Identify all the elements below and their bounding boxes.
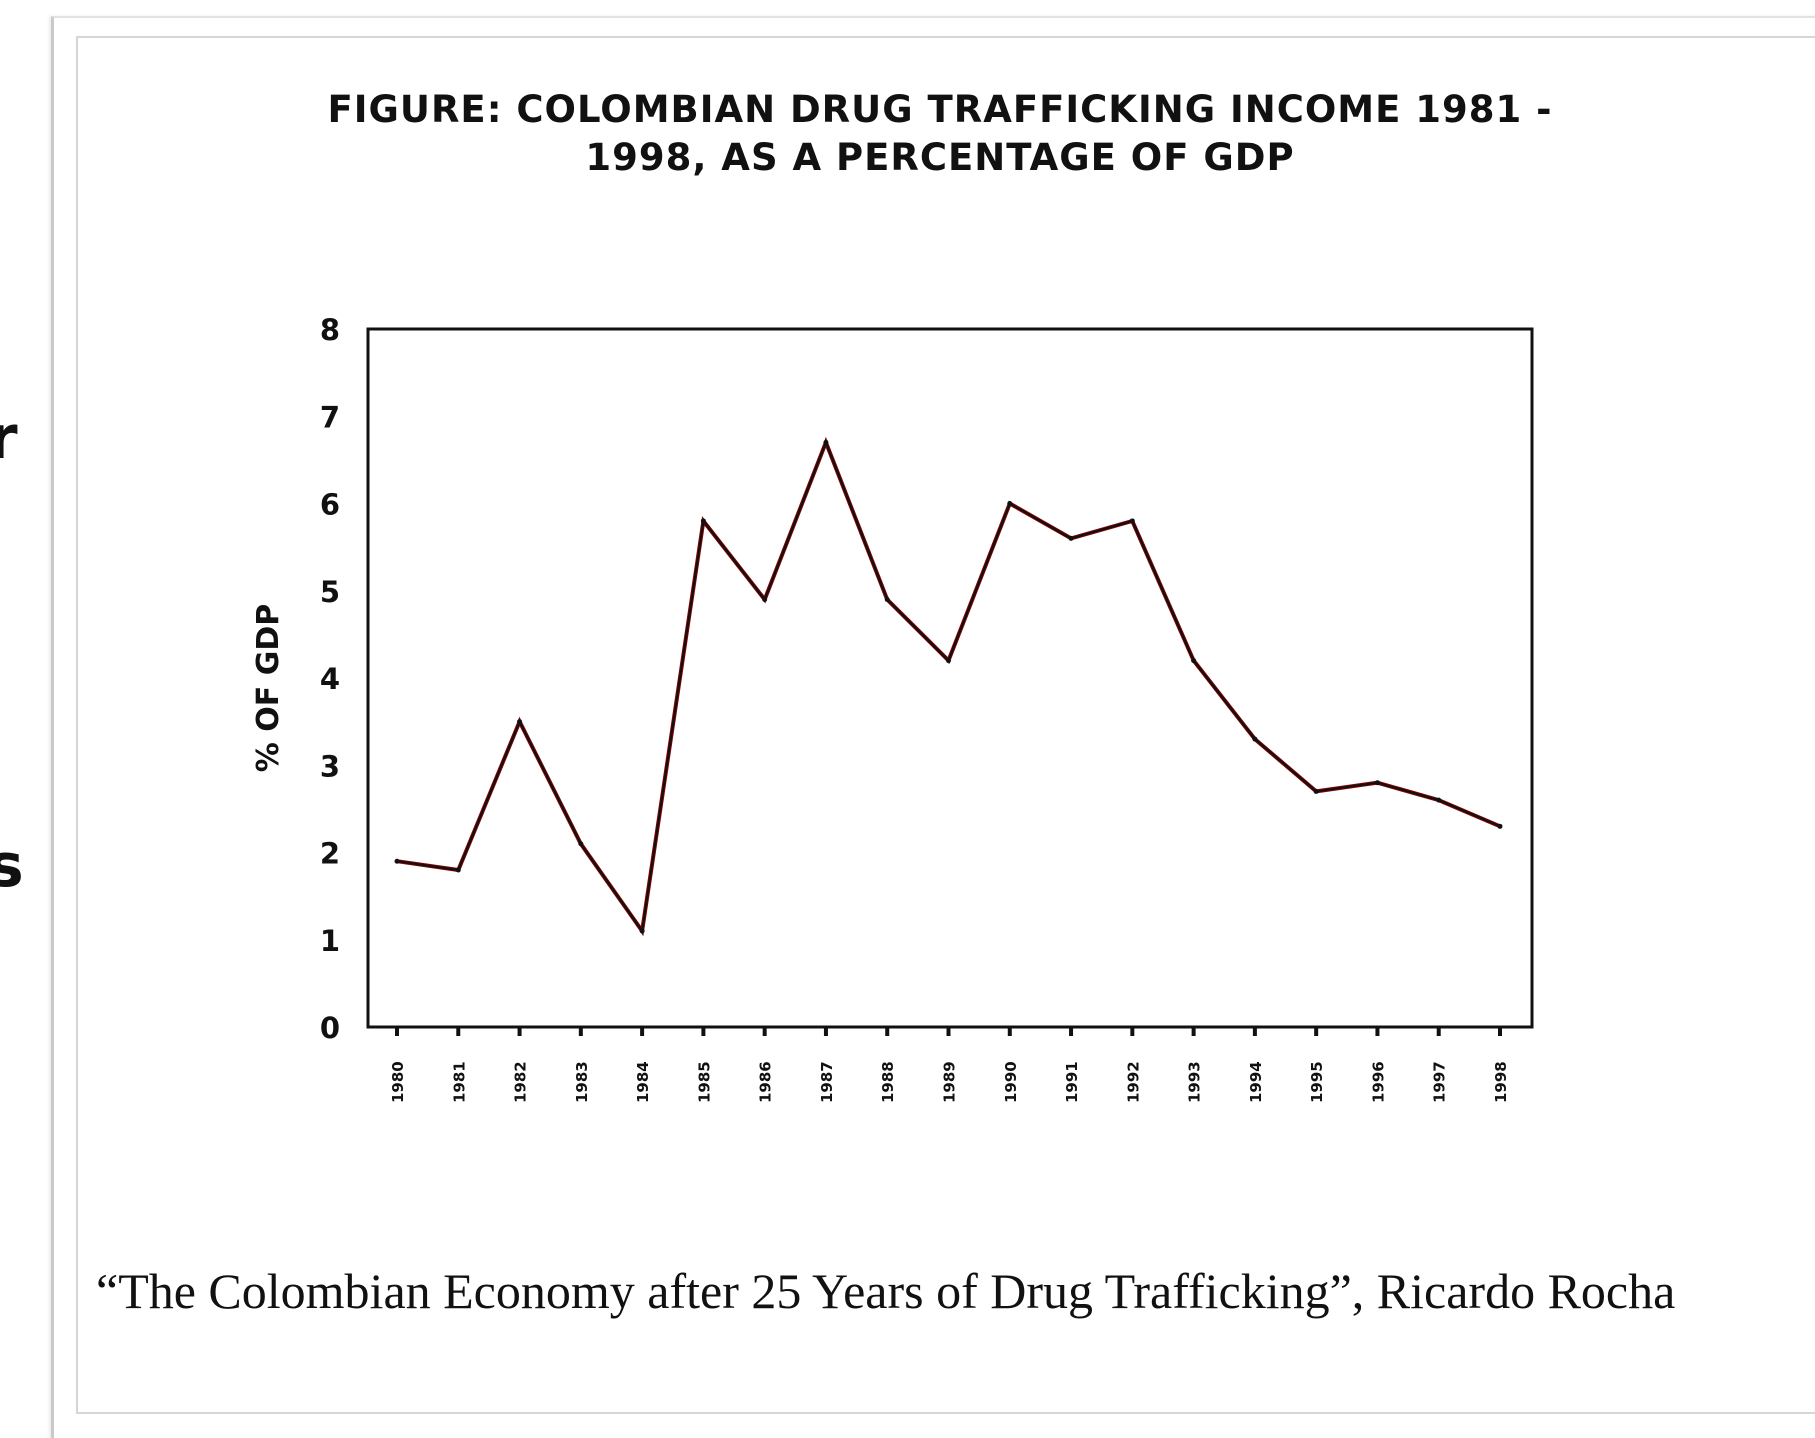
y-tick-label: 7 (320, 400, 340, 434)
x-tick-label: 1988 (879, 1061, 897, 1103)
data-point (946, 658, 951, 664)
y-tick-label: 1 (320, 924, 340, 958)
x-axis: 1980 1981 1982 1983 1984 1985 1986 1987 1988 1989… (389, 1027, 1510, 1103)
x-tick-label: 1998 (1492, 1061, 1510, 1103)
data-point (1007, 501, 1013, 506)
y-tick-label: 3 (320, 749, 340, 783)
x-tick-label: 1991 (1063, 1061, 1081, 1103)
x-tick-label: 1982 (512, 1061, 530, 1103)
x-tick-label: 1997 (1431, 1061, 1449, 1103)
data-point (517, 719, 523, 725)
data-point (823, 439, 829, 445)
y-tick-label: 2 (320, 837, 340, 871)
x-tick-label: 1987 (818, 1061, 836, 1103)
y-axis-label: % OF GDP (251, 604, 286, 772)
data-point (1374, 780, 1380, 786)
data-point (1436, 797, 1442, 803)
data-point (1191, 658, 1197, 664)
data-point (455, 867, 461, 873)
x-tick-label: 1983 (573, 1061, 591, 1103)
chart-title: FIGURE: COLOMBIAN DRUG TRAFFICKING INCOM… (327, 88, 1553, 179)
x-tick-label: 1995 (1308, 1061, 1326, 1103)
x-tick-label: 1996 (1369, 1061, 1387, 1103)
data-point (884, 596, 890, 602)
x-tick-label: 1985 (695, 1061, 713, 1103)
x-tick-label: 1980 (389, 1061, 407, 1103)
y-tick-label: 6 (320, 488, 340, 522)
x-tick-label: 1992 (1124, 1061, 1142, 1103)
x-tick-label: 1986 (757, 1061, 775, 1103)
data-point (762, 596, 768, 602)
source-caption: “The Colombian Economy after 25 Years of… (96, 1263, 1676, 1319)
data-point (1313, 788, 1319, 794)
series-line-shadow (396, 436, 1501, 937)
y-tick-label: 8 (320, 313, 340, 347)
cropped-background-text: s (0, 831, 24, 901)
data-point (1497, 823, 1503, 829)
figure-panel (76, 36, 1815, 1414)
x-tick-label: 1989 (941, 1061, 959, 1103)
x-tick-label: 1993 (1186, 1061, 1204, 1103)
y-tick-label: 4 (320, 662, 340, 696)
data-point (639, 928, 645, 934)
data-point (700, 518, 706, 524)
y-tick-label: 0 (320, 1011, 340, 1045)
data-point (394, 858, 400, 864)
x-tick-label: 1994 (1247, 1061, 1265, 1103)
data-point (578, 841, 584, 847)
series-layer (394, 436, 1503, 937)
y-axis: 0 1 2 3 4 5 6 7 8 (320, 313, 340, 1045)
cropped-background-text: r (0, 403, 18, 473)
data-point (1129, 518, 1135, 524)
y-tick-label: 5 (320, 575, 340, 609)
x-tick-label: 1981 (450, 1061, 468, 1103)
series-line (396, 439, 1501, 934)
data-point (1252, 736, 1258, 742)
x-tick-label: 1990 (1002, 1061, 1020, 1103)
x-tick-label: 1984 (634, 1061, 652, 1103)
data-point (1068, 535, 1074, 541)
plot-area (366, 327, 1534, 1029)
